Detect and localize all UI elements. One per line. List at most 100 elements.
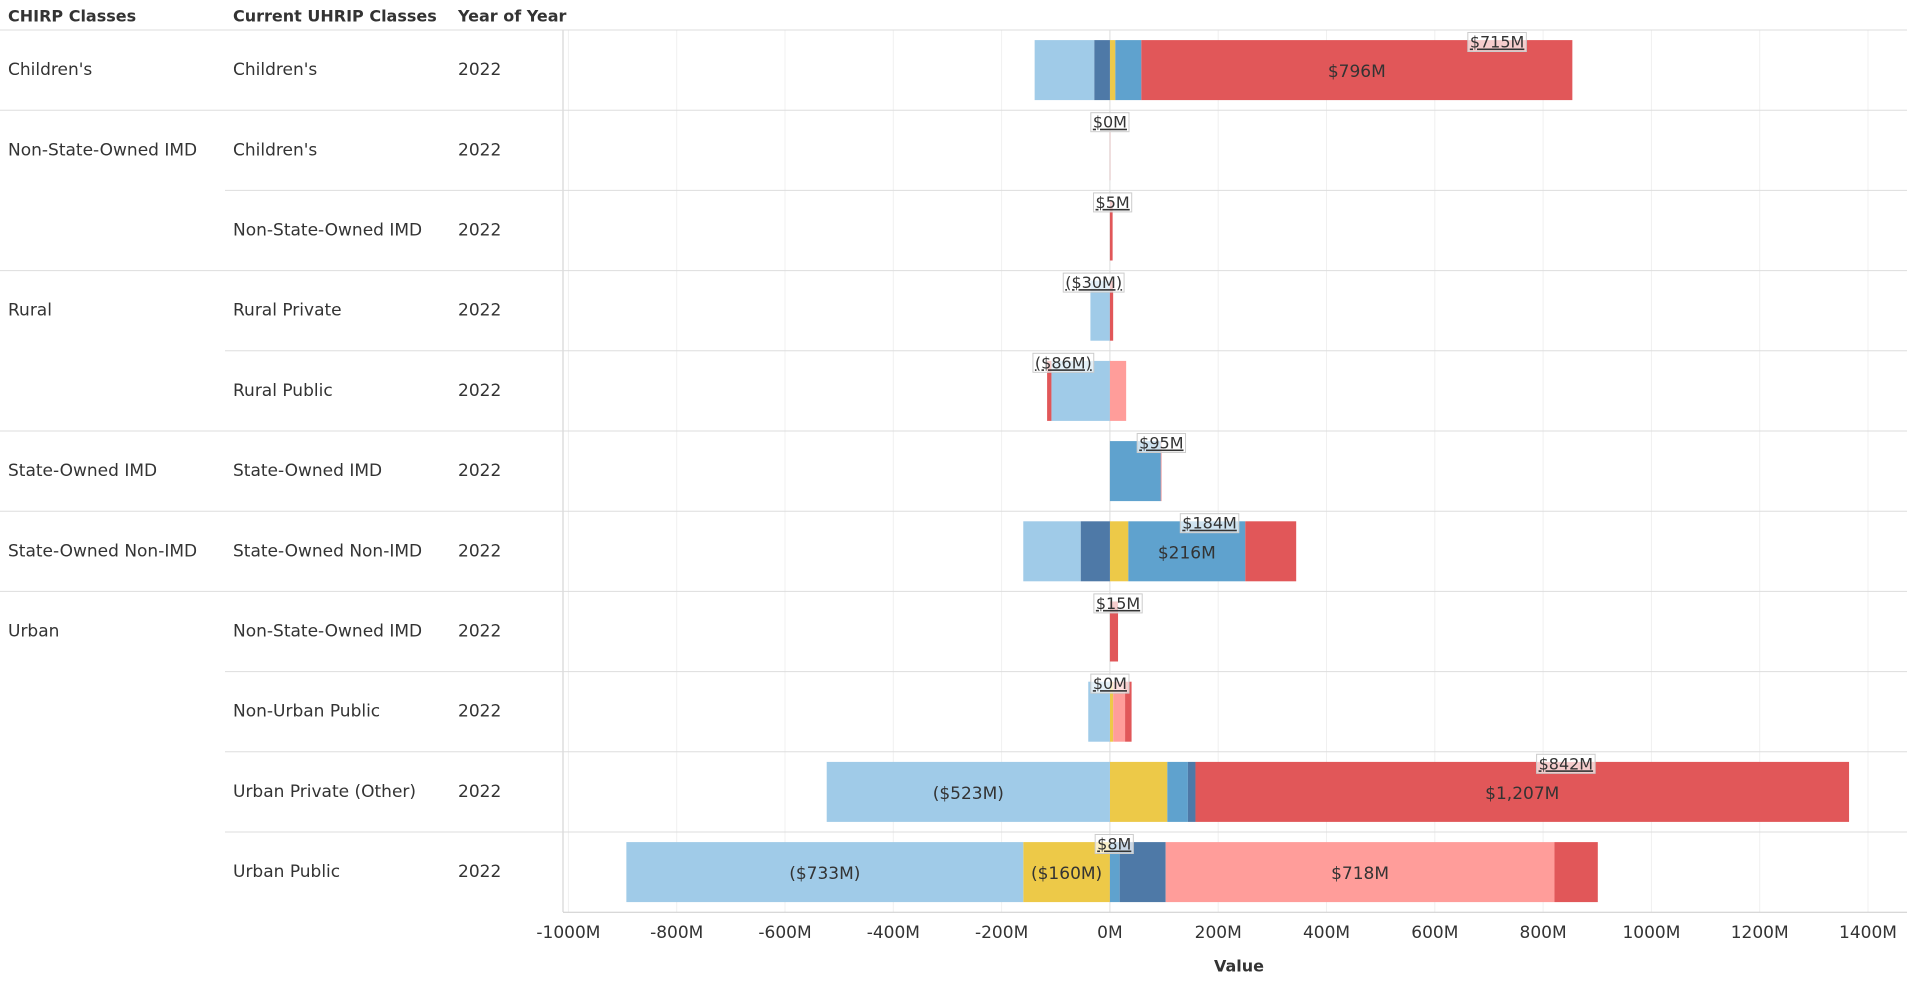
chirp-label: Urban bbox=[8, 622, 59, 642]
x-tick-label: 200M bbox=[1195, 923, 1242, 943]
year-label: 2022 bbox=[458, 702, 501, 722]
total-label: $842M bbox=[1539, 754, 1594, 773]
header: Year of Year bbox=[457, 7, 567, 26]
bar-segment bbox=[1109, 601, 1119, 662]
value-label: $718M bbox=[1331, 864, 1389, 884]
x-tick-label: -200M bbox=[975, 923, 1028, 943]
value-label: $216M bbox=[1158, 543, 1216, 563]
uhrip-label: State-Owned Non-IMD bbox=[233, 541, 422, 561]
total-label-bg bbox=[1536, 753, 1596, 774]
chirp-label: Rural bbox=[8, 301, 52, 321]
total-label-bg bbox=[1094, 834, 1134, 854]
total-label-bg bbox=[1467, 32, 1527, 52]
uhrip-label: Urban Public bbox=[233, 862, 340, 882]
year-label: 2022 bbox=[458, 622, 501, 642]
chirp-label: Non-State-Owned IMD bbox=[8, 140, 197, 160]
value-label: ($160M) bbox=[1031, 864, 1102, 884]
bar-segment bbox=[626, 842, 1024, 903]
year-label: 2022 bbox=[458, 381, 501, 401]
bar-segment bbox=[1165, 842, 1555, 903]
x-tick-label: -1000M bbox=[536, 923, 600, 943]
uhrip-label: Children's bbox=[233, 140, 317, 160]
uhrip-label: Urban Private (Other) bbox=[233, 782, 416, 802]
total-label-bg bbox=[1093, 192, 1133, 213]
total-label: $5M bbox=[1096, 193, 1130, 212]
year-label: 2022 bbox=[458, 461, 501, 481]
year-label: 2022 bbox=[458, 782, 501, 802]
total-label: ($86M) bbox=[1035, 353, 1092, 372]
x-tick-label: 1200M bbox=[1731, 923, 1789, 943]
uhrip-label: Non-State-Owned IMD bbox=[233, 622, 422, 642]
x-tick-label: -400M bbox=[867, 923, 920, 943]
x-tick-label: 0M bbox=[1097, 923, 1122, 943]
bar-segment bbox=[826, 761, 1110, 822]
value-label: $1,207M bbox=[1485, 784, 1559, 804]
total-label: $0M bbox=[1093, 113, 1127, 132]
header: CHIRP Classes bbox=[8, 7, 136, 26]
uhrip-label: Children's bbox=[233, 60, 317, 80]
uhrip-label: Rural Private bbox=[233, 301, 342, 321]
year-label: 2022 bbox=[458, 862, 501, 882]
year-label: 2022 bbox=[458, 140, 501, 160]
bar-segment bbox=[1109, 761, 1168, 822]
total-label-bg bbox=[1062, 272, 1125, 293]
x-tick-label: 1000M bbox=[1622, 923, 1680, 943]
bar-segment bbox=[1047, 360, 1052, 421]
bar-segment bbox=[1088, 681, 1110, 742]
total-label: ($30M) bbox=[1065, 273, 1122, 292]
total-label-bg bbox=[1136, 433, 1187, 453]
bar-segment bbox=[1554, 842, 1598, 903]
bar-segment bbox=[1109, 842, 1120, 903]
year-label: 2022 bbox=[458, 221, 501, 241]
bar-segment bbox=[1109, 200, 1113, 261]
chirp-label: State-Owned Non-IMD bbox=[8, 541, 197, 561]
x-tick-label: -600M bbox=[758, 923, 811, 943]
total-label: $15M bbox=[1096, 594, 1140, 613]
total-label: $184M bbox=[1182, 514, 1237, 533]
bar-segment bbox=[1187, 761, 1196, 822]
bar-segment bbox=[1080, 521, 1110, 582]
bar-segment bbox=[1023, 521, 1081, 582]
x-tick-label: 800M bbox=[1520, 923, 1567, 943]
total-label: $0M bbox=[1093, 674, 1127, 693]
total-label: $95M bbox=[1139, 434, 1183, 453]
bar-segment bbox=[1113, 681, 1126, 742]
total-label-bg bbox=[1093, 593, 1143, 614]
bar-segment bbox=[1109, 280, 1114, 341]
bar-segment bbox=[1195, 761, 1850, 822]
bar-segment bbox=[1109, 521, 1129, 582]
x-tick-label: 1400M bbox=[1839, 923, 1897, 943]
uhrip-label: State-Owned IMD bbox=[233, 461, 382, 481]
uhrip-label: Rural Public bbox=[233, 381, 333, 401]
total-label: $715M bbox=[1470, 33, 1525, 52]
header: Current UHRIP Classes bbox=[233, 7, 437, 26]
bar-segment bbox=[1245, 521, 1297, 582]
year-label: 2022 bbox=[458, 301, 501, 321]
bar-segment bbox=[1125, 681, 1132, 742]
x-axis-label: Value bbox=[1214, 957, 1264, 976]
x-tick-label: -800M bbox=[650, 923, 703, 943]
bar-segment bbox=[1109, 681, 1114, 742]
x-tick-label: 600M bbox=[1411, 923, 1458, 943]
chirp-label: Children's bbox=[8, 60, 92, 80]
value-label: ($733M) bbox=[789, 864, 860, 884]
bar-segment bbox=[1167, 761, 1188, 822]
value-label: ($523M) bbox=[933, 784, 1004, 804]
year-label: 2022 bbox=[458, 541, 501, 561]
bar-segment bbox=[1160, 441, 1162, 502]
total-label-bg bbox=[1090, 673, 1130, 694]
total-label-bg bbox=[1090, 112, 1130, 133]
total-label: $8M bbox=[1097, 835, 1131, 854]
bar-segment bbox=[1115, 40, 1142, 101]
bar-segment bbox=[1034, 40, 1095, 101]
value-label: $796M bbox=[1328, 62, 1386, 82]
chirp-label: State-Owned IMD bbox=[8, 461, 157, 481]
uhrip-label: Non-Urban Public bbox=[233, 702, 380, 722]
uhrip-label: Non-State-Owned IMD bbox=[233, 221, 422, 241]
x-tick-label: 400M bbox=[1303, 923, 1350, 943]
total-label-bg bbox=[1179, 513, 1240, 534]
bar-segment bbox=[1090, 280, 1110, 341]
year-label: 2022 bbox=[458, 60, 501, 80]
bar-segment bbox=[1094, 40, 1110, 101]
